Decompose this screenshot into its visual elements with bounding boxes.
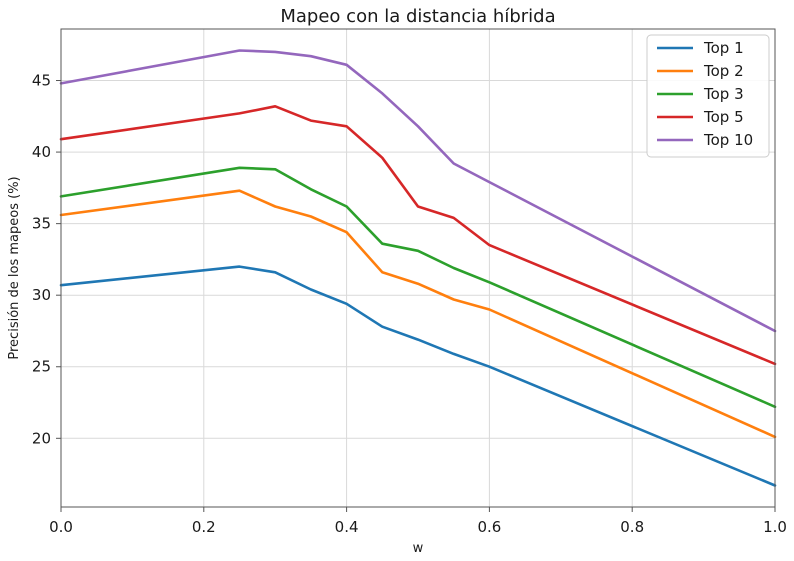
x-tick-label: 0.6 bbox=[477, 518, 501, 536]
series-lines bbox=[59, 49, 777, 487]
x-tick-label: 0.8 bbox=[620, 518, 644, 536]
y-tick-label: 30 bbox=[32, 286, 51, 304]
legend-label: Top 5 bbox=[703, 108, 744, 126]
y-tick-label: 40 bbox=[32, 143, 51, 161]
legend-label: Top 10 bbox=[703, 131, 753, 149]
y-axis-label: Precisión de los mapeos (%) bbox=[7, 176, 22, 359]
legend-label: Top 3 bbox=[703, 85, 744, 103]
chart-title: Mapeo con la distancia híbrida bbox=[280, 6, 555, 27]
y-tick-label: 25 bbox=[32, 358, 51, 376]
x-tick-label: 0.0 bbox=[49, 518, 73, 536]
x-axis-label: w bbox=[413, 541, 424, 556]
y-tick-label: 35 bbox=[32, 215, 51, 233]
x-axis-ticks: 0.0 0.2 0.4 0.6 0.8 1.0 bbox=[49, 507, 787, 536]
legend-label: Top 2 bbox=[703, 62, 744, 80]
series-line-top-5 bbox=[59, 105, 777, 366]
series-line-top-3 bbox=[59, 166, 777, 409]
x-tick-label: 0.4 bbox=[335, 518, 359, 536]
y-axis-ticks: 20 25 30 35 40 45 bbox=[32, 72, 61, 447]
series-line-top-2 bbox=[59, 189, 777, 439]
y-tick-label: 45 bbox=[32, 72, 51, 90]
legend: Top 1 Top 2 Top 3 Top 5 Top 10 bbox=[646, 34, 770, 158]
x-tick-label: 1.0 bbox=[763, 518, 787, 536]
plot-frame bbox=[60, 28, 776, 508]
legend-label: Top 1 bbox=[703, 39, 744, 57]
series-line-top-10 bbox=[59, 49, 777, 333]
y-tick-label: 20 bbox=[32, 429, 51, 447]
x-tick-label: 0.2 bbox=[192, 518, 216, 536]
legend-box bbox=[646, 34, 770, 158]
series-line-top-1 bbox=[59, 265, 777, 487]
